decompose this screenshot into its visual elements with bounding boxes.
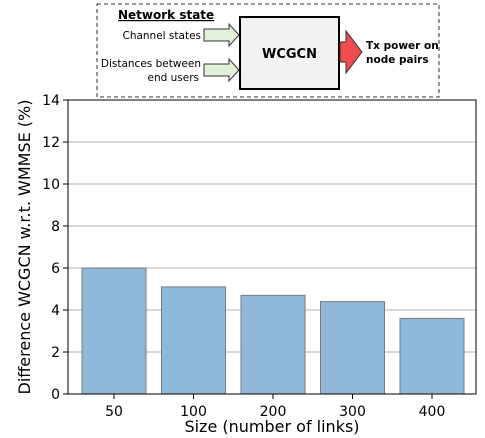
bar-50 [81,267,147,395]
output-arrow [339,29,363,75]
schematic-diagram: Network state Channel states Distances b… [96,3,440,98]
y-tick-label: 14 [42,93,60,109]
diagram-dashed-frame [96,3,440,98]
y-tick-label: 6 [51,261,60,277]
x-tick-label: 200 [260,404,287,420]
y-tick-label: 4 [51,303,60,319]
x-tick-label: 100 [180,404,207,420]
y-axis-label: Difference WCGCN w.r.t. WMMSE (%) [15,100,34,395]
y-tick-label: 8 [51,219,60,235]
diagram-header: Network state [118,8,214,22]
input-arrow-channel-states [203,22,240,48]
x-tick-label: 50 [105,404,123,420]
bar-200 [240,294,306,395]
output-label-line1: Tx power on [366,40,439,52]
y-ticks: 0 2 4 6 8 10 12 14 [42,93,68,403]
input-label-distances-line2: end users [148,72,200,84]
bar-chart: 0 2 4 6 8 10 12 14 50 100 200 300 400 Size (number … [15,93,477,436]
y-tick-label: 10 [42,177,60,193]
input-label-distances-line1: Distances between [101,58,201,70]
bars [81,267,465,395]
model-label: WCGCN [262,47,317,62]
y-tick-label: 12 [42,135,60,151]
x-tick-label: 300 [339,404,366,420]
y-tick-label: 0 [51,387,60,403]
bar-300 [320,301,385,395]
bar-400 [399,317,465,395]
plot-frame [67,99,477,395]
input-label-channel-states: Channel states [122,30,201,42]
output-label-line2: node pairs [366,54,429,66]
x-tick-label: 400 [419,404,446,420]
bar-100 [161,286,226,395]
y-tick-label: 2 [51,345,60,361]
x-axis-label: Size (number of links) [184,417,359,436]
wcgcn-model-box [239,16,340,90]
x-ticks: 50 100 200 300 400 [105,394,445,420]
input-arrow-distances [203,57,240,83]
